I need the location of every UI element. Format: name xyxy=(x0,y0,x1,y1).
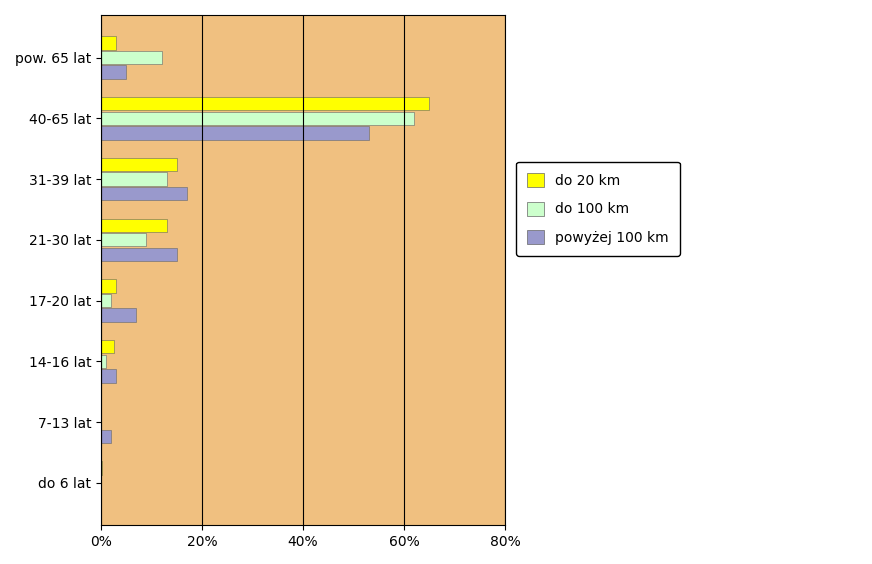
Bar xyxy=(101,126,369,139)
Bar xyxy=(101,51,161,64)
Bar xyxy=(101,218,167,232)
Bar xyxy=(101,173,167,186)
Bar xyxy=(101,369,116,382)
Bar xyxy=(101,97,430,111)
Bar xyxy=(101,248,177,261)
Bar xyxy=(101,294,111,307)
Bar xyxy=(101,36,116,50)
Bar xyxy=(101,340,113,354)
Bar xyxy=(101,233,146,246)
Bar xyxy=(101,309,136,322)
Bar xyxy=(101,461,103,475)
Bar xyxy=(101,187,187,200)
Bar xyxy=(101,279,116,293)
Bar xyxy=(101,430,111,443)
Legend: do 20 km, do 100 km, powyżej 100 km: do 20 km, do 100 km, powyżej 100 km xyxy=(516,162,680,256)
Bar xyxy=(101,158,177,171)
Bar xyxy=(101,112,414,125)
Bar xyxy=(101,65,126,79)
Bar xyxy=(101,355,106,368)
